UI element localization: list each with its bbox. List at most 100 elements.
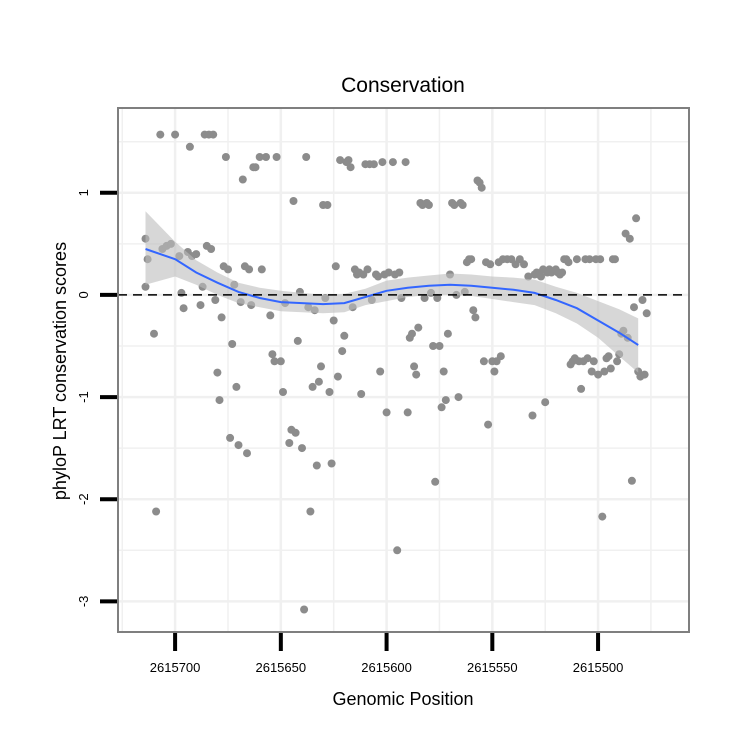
data-point <box>433 294 442 302</box>
data-point <box>374 272 383 281</box>
data-point <box>435 342 444 350</box>
data-point <box>520 260 528 269</box>
y-tick-label: -1 <box>76 391 91 403</box>
data-point <box>429 342 438 350</box>
data-point <box>613 357 622 366</box>
data-point <box>632 214 641 223</box>
data-point <box>420 294 429 302</box>
data-point <box>572 255 581 264</box>
y-tick-label: -3 <box>76 596 91 608</box>
data-point <box>606 364 615 373</box>
y-tick-label: 1 <box>76 189 91 196</box>
data-point <box>558 268 567 277</box>
data-point <box>285 439 294 447</box>
x-tick-label: 2615550 <box>467 660 518 675</box>
data-point <box>336 156 345 165</box>
data-point <box>424 201 433 209</box>
data-point <box>213 368 222 377</box>
data-point <box>255 153 264 161</box>
data-point <box>217 313 226 322</box>
data-point <box>467 255 476 264</box>
data-point <box>600 367 609 376</box>
data-point <box>363 265 372 274</box>
data-point <box>484 420 493 429</box>
data-point <box>234 441 243 450</box>
data-point <box>141 282 150 291</box>
data-point <box>251 163 260 172</box>
data-point <box>207 245 216 253</box>
data-point <box>388 158 397 167</box>
data-point <box>630 303 638 312</box>
data-point <box>384 268 393 277</box>
data-point <box>279 388 287 396</box>
data-point <box>357 390 366 398</box>
data-point <box>306 507 315 516</box>
x-tick-label: 2615700 <box>150 660 201 675</box>
data-point <box>479 357 488 366</box>
data-point <box>298 444 306 453</box>
data-point <box>192 250 201 259</box>
data-point <box>431 477 440 486</box>
data-point <box>412 370 421 379</box>
data-point <box>257 265 266 274</box>
data-point <box>378 158 387 167</box>
data-point <box>441 396 450 405</box>
data-point <box>293 336 302 345</box>
data-point <box>439 367 448 376</box>
data-point <box>333 372 342 381</box>
data-point <box>490 367 499 376</box>
data-point <box>317 362 325 371</box>
data-point <box>450 201 459 209</box>
data-point <box>152 507 161 516</box>
data-point <box>238 175 247 184</box>
data-point <box>640 370 649 379</box>
data-point <box>312 461 321 470</box>
data-point <box>627 476 636 485</box>
data-point <box>382 408 391 417</box>
y-axis-label: phyloP LRT conservation scores <box>50 242 70 500</box>
data-point <box>344 156 353 165</box>
data-point <box>437 403 446 412</box>
x-tick-label: 2615600 <box>361 660 412 675</box>
x-tick-label: 2615500 <box>573 660 624 675</box>
data-point <box>327 459 336 468</box>
data-point <box>443 329 452 338</box>
data-point <box>469 306 478 315</box>
data-point <box>323 201 332 209</box>
data-point <box>471 313 480 322</box>
data-point <box>266 311 275 320</box>
smooth-line <box>145 248 639 346</box>
data-point <box>185 142 194 151</box>
data-point <box>228 340 237 348</box>
x-tick-label: 2615650 <box>255 660 306 675</box>
data-point <box>376 367 385 376</box>
data-point <box>270 357 279 366</box>
data-point <box>302 153 311 161</box>
y-tick-label: 0 <box>76 291 91 298</box>
data-point <box>577 384 586 393</box>
confidence-ribbon <box>145 211 639 373</box>
data-point <box>232 382 241 391</box>
data-point <box>156 130 165 139</box>
data-point <box>329 316 338 325</box>
data-point <box>496 352 505 361</box>
data-point <box>401 158 410 167</box>
data-point <box>410 362 419 371</box>
data-point <box>625 234 634 243</box>
data-point <box>408 329 416 338</box>
data-point <box>414 323 423 332</box>
data-point <box>308 382 317 391</box>
data-point <box>291 428 300 437</box>
y-tick-label: -2 <box>76 493 91 505</box>
data-point <box>340 331 349 340</box>
data-point <box>179 304 188 313</box>
chart-title: Conservation <box>341 74 465 97</box>
data-point <box>395 268 404 277</box>
data-point <box>604 352 613 361</box>
data-point <box>215 396 224 405</box>
data-point <box>524 272 533 281</box>
data-point <box>587 367 596 376</box>
data-point <box>243 449 251 458</box>
data-point <box>477 183 486 192</box>
